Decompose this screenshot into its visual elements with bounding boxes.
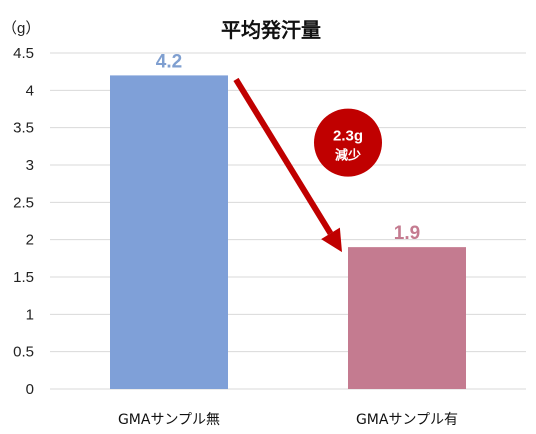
reduction-arrow — [233, 77, 334, 235]
bar — [348, 247, 466, 389]
y-tick-label: 0.5 — [13, 344, 34, 361]
y-tick-label: 3.5 — [13, 120, 34, 137]
reduction-label: 減少 — [335, 148, 361, 164]
reduction-callout-bubble — [314, 108, 382, 177]
y-axis-unit-label: （g） — [2, 20, 40, 37]
bar-value-label: 4.2 — [156, 51, 182, 72]
y-tick-label: 4 — [26, 82, 34, 99]
y-tick-label: 2.5 — [13, 194, 34, 211]
reduction-annotation: 2.3g 減少 — [233, 77, 382, 253]
y-tick-label: 3 — [26, 157, 34, 174]
bar — [110, 75, 228, 390]
arrow-head-icon — [321, 227, 342, 253]
chart-title: 平均発汗量 — [221, 18, 321, 42]
y-tick-label: 4.5 — [13, 45, 34, 62]
value-labels: 4.2 1.9 — [156, 51, 420, 244]
y-tick-label: 1 — [26, 306, 34, 323]
x-axis-ticks: GMAサンプル無 GMAサンプル有 — [118, 412, 458, 428]
y-tick-label: 2 — [26, 232, 34, 249]
x-tick-label: GMAサンプル無 — [118, 412, 220, 428]
bar-value-label: 1.9 — [394, 223, 420, 244]
y-tick-label: 1.5 — [13, 269, 34, 286]
x-tick-label: GMAサンプル有 — [356, 412, 458, 428]
reduction-amount: 2.3g — [333, 128, 363, 145]
y-axis-ticks: 0 0.5 1 1.5 2 2.5 3 3.5 4 4.5 — [13, 45, 34, 398]
y-tick-label: 0 — [26, 381, 34, 398]
bars — [110, 75, 466, 390]
